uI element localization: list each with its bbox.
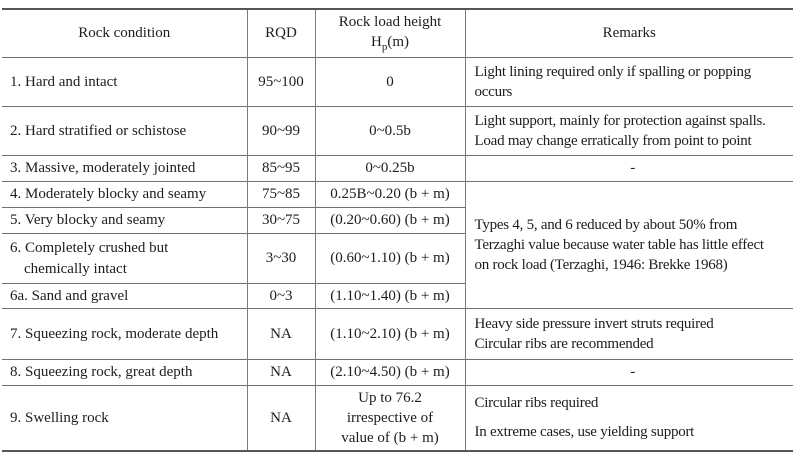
cell-rqd: 90~99 — [246, 106, 315, 156]
table-row-5: 5. Very blocky and seamy 30~75 (0.20~0.6… — [2, 207, 793, 234]
hp-symbol: H — [370, 34, 382, 51]
cell-load-height: (1.10~2.10) (b + m) — [314, 308, 465, 360]
cell-load-height: 0 — [314, 57, 465, 107]
cell-condition: 1. Hard and intact — [2, 57, 247, 107]
cell-condition: 6a. Sand and gravel — [2, 283, 247, 309]
cell-condition: 4. Moderately blocky and seamy — [2, 181, 247, 208]
cell-load-height: (1.10~1.40) (b + m) — [314, 283, 465, 309]
cell-remarks-dash: - — [464, 155, 793, 182]
table-row-9: 9. Swelling rock NA Up to 76.2 irrespect… — [2, 384, 793, 452]
cell-condition: 6. Completely crushed but chemically int… — [2, 233, 247, 284]
cell-remarks-dash: - — [464, 359, 793, 386]
terzaghi-rock-load-table: Rock condition RQD Rock load height Hp(m… — [2, 8, 793, 453]
cell-rqd: NA — [246, 308, 315, 360]
cell-condition: 3. Massive, moderately jointed — [2, 155, 247, 182]
table-row-1: 1. Hard and intact 95~100 0 Light lining… — [2, 57, 793, 107]
cell-load-height: 0.25B~0.20 (b + m) — [314, 181, 465, 208]
cell-condition: 8. Squeezing rock, great depth — [2, 359, 247, 386]
rock-load-header-line1: Rock load height — [338, 14, 442, 30]
cell-rqd: 30~75 — [246, 207, 315, 234]
cell-rqd: NA — [246, 359, 315, 386]
table-row-6a: 6a. Sand and gravel 0~3 (1.10~1.40) (b +… — [2, 283, 793, 309]
cell-load-height: (2.10~4.50) (b + m) — [314, 359, 465, 386]
cell-rqd: NA — [246, 384, 315, 452]
cell-rqd: 3~30 — [246, 233, 315, 284]
cell-load-height: 0~0.5b — [314, 106, 465, 156]
cell-remarks: Heavy side pressure invert struts requir… — [464, 308, 793, 360]
cell-remarks: Light lining required only if spalling o… — [464, 57, 793, 107]
cell-rqd: 95~100 — [246, 57, 315, 107]
header-row: Rock condition RQD Rock load height Hp(m… — [2, 9, 793, 58]
cell-condition: 2. Hard stratified or schistose — [2, 106, 247, 156]
cell-condition: 7. Squeezing rock, moderate depth — [2, 308, 247, 360]
table-row-7: 7. Squeezing rock, moderate depth NA (1.… — [2, 308, 793, 360]
table-row-8: 8. Squeezing rock, great depth NA (2.10~… — [2, 359, 793, 386]
cell-load-height: (0.60~1.10) (b + m) — [314, 233, 465, 284]
cell-condition: 9. Swelling rock — [2, 384, 247, 452]
cell-load-height: 0~0.25b — [314, 155, 465, 182]
cell-remarks: Light support, mainly for protection aga… — [464, 106, 793, 156]
cell-rqd: 85~95 — [246, 155, 315, 182]
cell-rqd: 75~85 — [246, 181, 315, 208]
hp-subscript: p — [381, 41, 388, 54]
cell-remarks: Circular ribs required In extreme cases,… — [464, 384, 793, 452]
cell-condition: 5. Very blocky and seamy — [2, 207, 247, 234]
table-row-6: 6. Completely crushed but chemically int… — [2, 233, 793, 284]
col-header-rock-load-height: Rock load height Hp(m) — [314, 9, 465, 58]
cell-load-height: Up to 76.2 irrespective of value of (b +… — [314, 384, 465, 452]
table-row-3: 3. Massive, moderately jointed 85~95 0~0… — [2, 155, 793, 182]
col-header-rock-condition: Rock condition — [78, 25, 171, 42]
hp-unit: (m) — [387, 34, 409, 51]
table-row-4: 4. Moderately blocky and seamy 75~85 0.2… — [2, 181, 793, 309]
cell-load-height: (0.20~0.60) (b + m) — [314, 207, 465, 234]
rock-load-header-line2: Hp(m) — [320, 32, 461, 55]
col-header-remarks: Remarks — [464, 9, 793, 58]
table-row-2: 2. Hard stratified or schistose 90~99 0~… — [2, 106, 793, 156]
col-header-rqd: RQD — [246, 9, 315, 58]
cell-remarks-merged-types-4-5-6: Types 4, 5, and 6 reduced by about 50% f… — [464, 181, 793, 309]
cell-rqd: 0~3 — [246, 283, 315, 309]
